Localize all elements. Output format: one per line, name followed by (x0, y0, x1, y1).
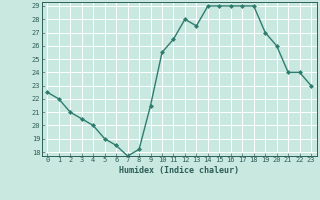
X-axis label: Humidex (Indice chaleur): Humidex (Indice chaleur) (119, 166, 239, 175)
